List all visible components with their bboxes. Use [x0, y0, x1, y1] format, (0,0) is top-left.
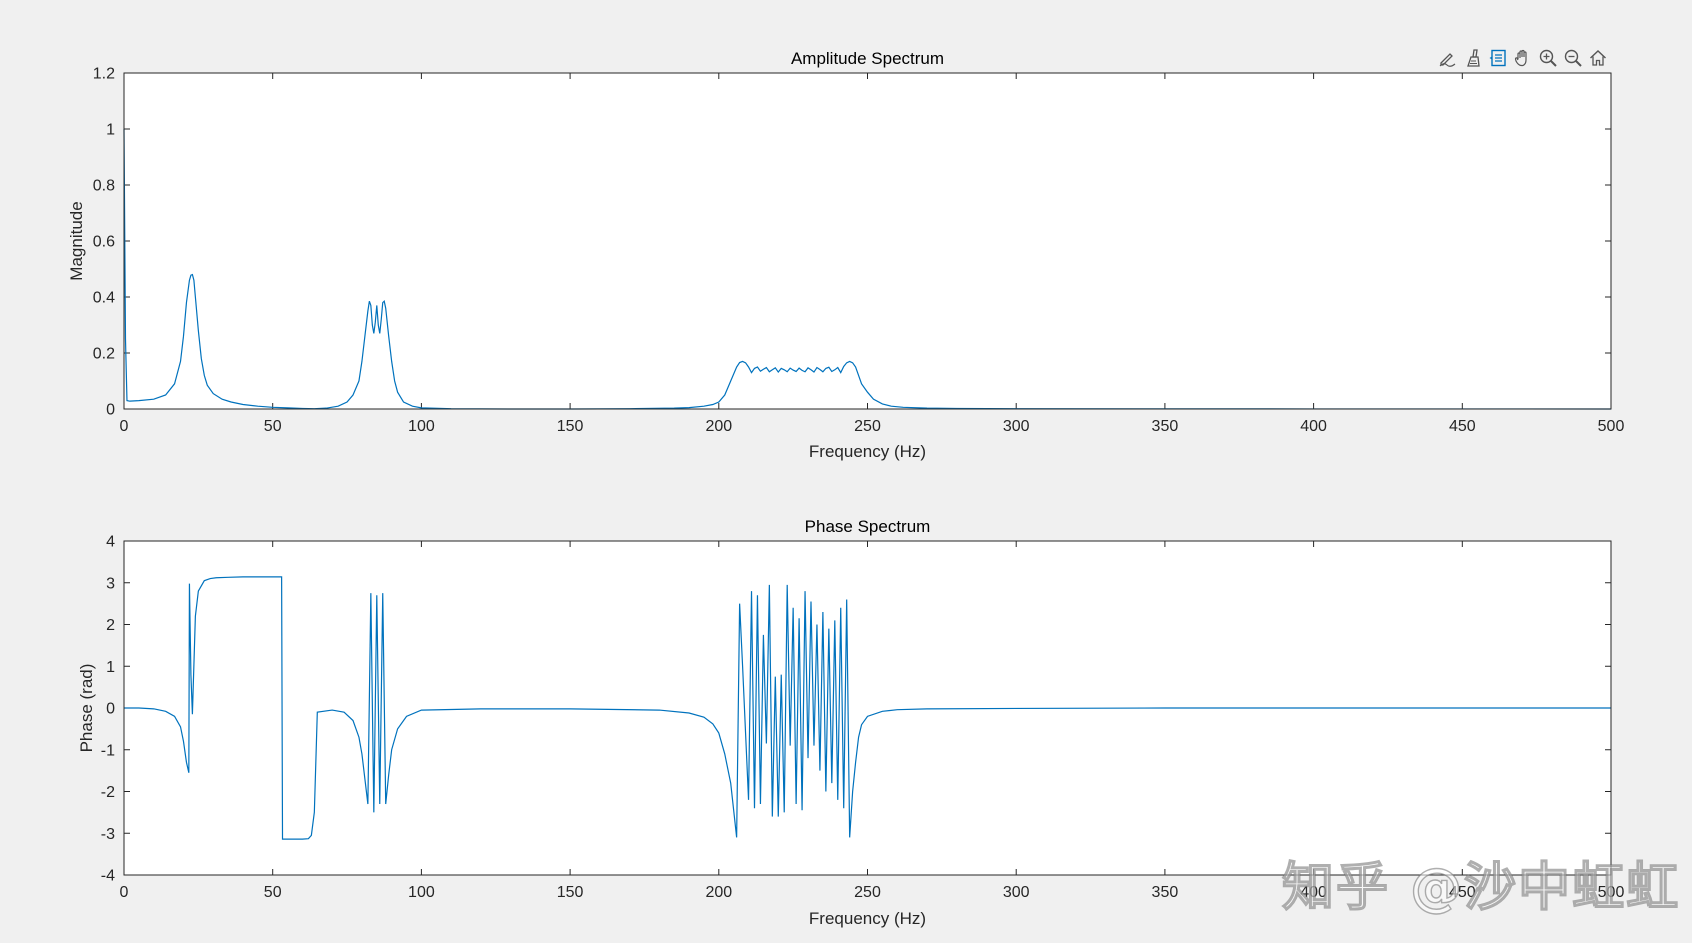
amplitude-xtick-label: 100	[408, 418, 435, 435]
edit-plot-button[interactable]	[1436, 47, 1459, 70]
amplitude-ticks: 0 50 100 150 200 250 300 350 400 450 500 0 0.2 0.4 0.6…	[93, 66, 1625, 436]
phase-ytick-label: 4	[106, 534, 115, 551]
phase-ylabel: Phase (rad)	[77, 664, 96, 753]
phase-ytick-label: 1	[106, 659, 115, 676]
brush-button[interactable]	[1461, 47, 1484, 70]
amplitude-ytick-label: 1	[106, 122, 115, 139]
amplitude-ylabel: Magnitude	[67, 201, 86, 280]
zoom-in-button[interactable]	[1536, 47, 1559, 70]
data-tips-button[interactable]	[1486, 47, 1509, 70]
zoom-in-icon	[1539, 49, 1557, 67]
phase-ytick-label: -1	[101, 742, 115, 759]
phase-axes-box	[123, 540, 1612, 876]
phase-ytick-label: 3	[106, 575, 115, 592]
phase-series-line	[124, 576, 1611, 840]
amplitude-xtick-label: 250	[854, 418, 881, 435]
phase-xtick-label: 50	[264, 884, 282, 901]
phase-xtick-label: 0	[120, 884, 129, 901]
amplitude-ytick-label: 0.8	[93, 178, 115, 195]
amplitude-xtick-label: 300	[1003, 418, 1030, 435]
phase-ytick-label: -3	[101, 826, 115, 843]
zoom-out-icon	[1564, 49, 1582, 67]
amplitude-xtick-label: 500	[1598, 418, 1625, 435]
home-icon	[1589, 50, 1606, 66]
amplitude-xlabel: Frequency (Hz)	[809, 442, 926, 461]
amplitude-xtick-label: 0	[120, 418, 129, 435]
amplitude-series-line	[123, 128, 1612, 410]
pan-button[interactable]	[1511, 47, 1534, 70]
phase-xtick-label: 250	[854, 884, 881, 901]
edit-plot-icon	[1439, 53, 1455, 67]
amplitude-xtick-label: 200	[705, 418, 732, 435]
phase-xtick-label: 400	[1300, 884, 1327, 901]
phase-xtick-label: 350	[1152, 884, 1179, 901]
amplitude-axes-box	[123, 72, 1612, 410]
amplitude-xtick-label: 50	[264, 418, 282, 435]
amplitude-ytick-label: 0.6	[93, 234, 115, 251]
amplitude-title: Amplitude Spectrum	[791, 49, 944, 68]
amplitude-ytick-label: 0	[106, 402, 115, 419]
phase-xtick-label: 200	[705, 884, 732, 901]
amplitude-axes[interactable]: 0 50 100 150 200 250 300 350 400 450 500 0 0.2 0.4 0.6…	[67, 49, 1624, 461]
amplitude-ytick-label: 0.2	[93, 346, 115, 363]
amplitude-xtick-label: 350	[1152, 418, 1179, 435]
restore-view-button[interactable]	[1586, 47, 1609, 70]
pan-hand-icon	[1514, 49, 1527, 67]
amplitude-xtick-label: 450	[1449, 418, 1476, 435]
zoom-out-button[interactable]	[1561, 47, 1584, 70]
phase-ytick-label: 2	[106, 617, 115, 634]
phase-title: Phase Spectrum	[805, 517, 931, 536]
amplitude-ytick-label: 0.4	[93, 290, 115, 307]
phase-ytick-label: -2	[101, 784, 115, 801]
phase-xtick-label: 500	[1598, 884, 1625, 901]
amplitude-ytick-label: 1.2	[93, 66, 115, 83]
phase-ytick-label: 0	[106, 701, 115, 718]
phase-xtick-label: 100	[408, 884, 435, 901]
phase-axes[interactable]: 0 50 100 150 200 250 300 350 400 450 500 -4 -3 -2 -1 0 1…	[77, 517, 1624, 928]
brush-icon	[1466, 49, 1480, 67]
data-tips-icon	[1489, 49, 1506, 67]
phase-xlabel: Frequency (Hz)	[809, 909, 926, 928]
amplitude-xtick-label: 400	[1300, 418, 1327, 435]
phase-xtick-label: 150	[557, 884, 584, 901]
phase-ticks: 0 50 100 150 200 250 300 350 400 450 500 -4 -3 -2 -1 0 1…	[101, 534, 1625, 902]
phase-xtick-label: 300	[1003, 884, 1030, 901]
amplitude-xtick-label: 150	[557, 418, 584, 435]
amplitude-plot-area	[124, 73, 1611, 409]
phase-ytick-label: -4	[101, 868, 115, 885]
phase-xtick-label: 450	[1449, 884, 1476, 901]
axes-toolbar	[1436, 46, 1609, 70]
